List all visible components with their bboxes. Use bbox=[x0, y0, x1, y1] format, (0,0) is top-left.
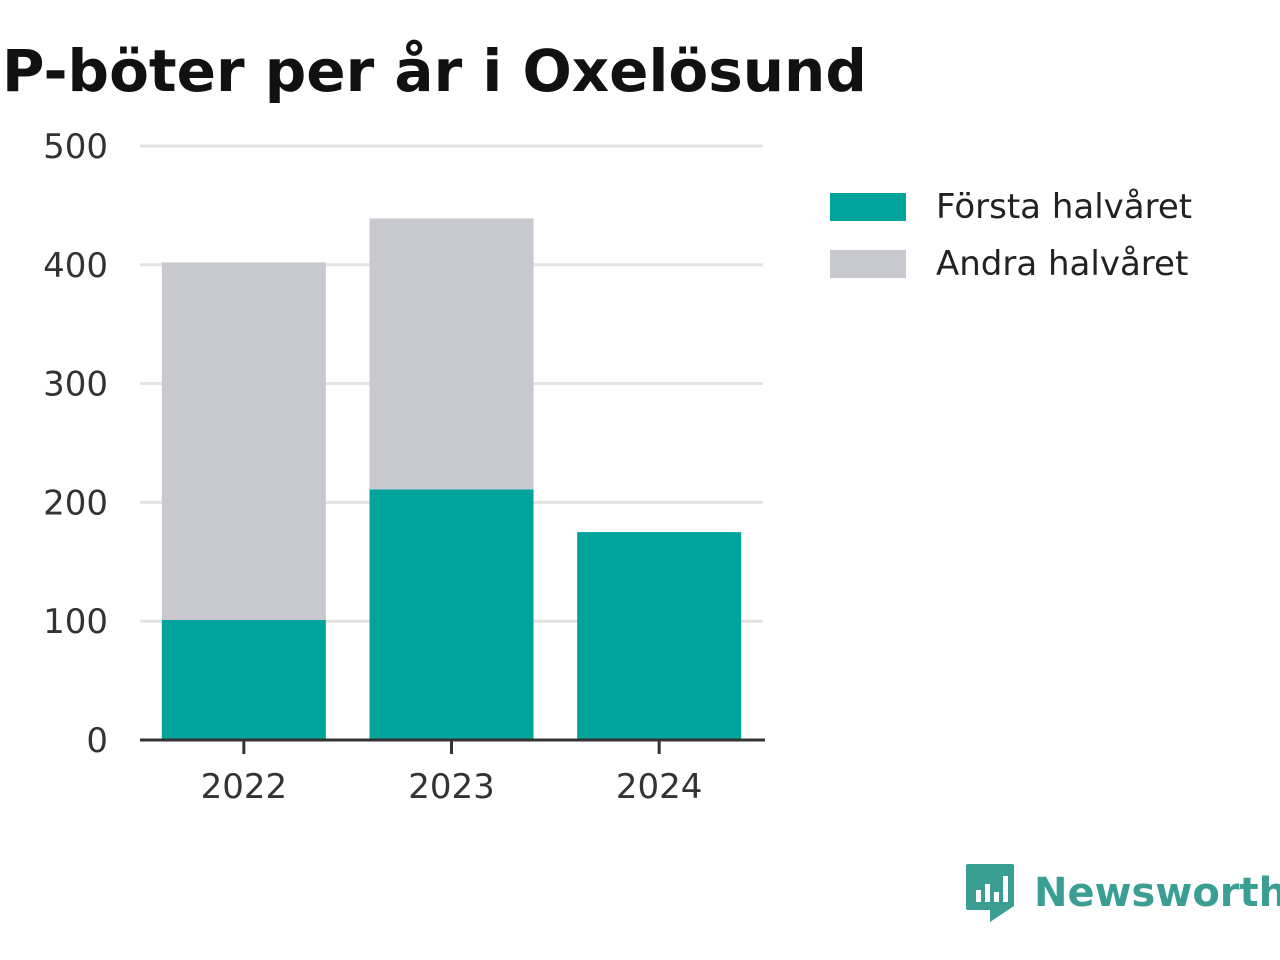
brand-name: Newsworthy bbox=[1034, 870, 1280, 916]
x-tick-label: 2024 bbox=[616, 767, 703, 807]
bar-2024-series-1 bbox=[577, 532, 742, 740]
bars bbox=[161, 218, 742, 740]
newsworthy-logo-icon bbox=[966, 864, 1014, 922]
bar-2022-series-2 bbox=[161, 262, 326, 621]
x-axis-ticks: 2022 2023 2024 bbox=[201, 740, 703, 807]
legend-item-forsta: Första halvåret bbox=[830, 178, 1192, 235]
legend-item-andra: Andra halvåret bbox=[830, 235, 1192, 292]
legend: Första halvåret Andra halvåret bbox=[830, 178, 1192, 292]
brand: Newsworthy bbox=[964, 862, 1280, 924]
x-tick-label: 2022 bbox=[201, 767, 288, 807]
bar-2023-series-1 bbox=[369, 489, 534, 740]
y-tick-label: 500 bbox=[43, 127, 108, 167]
bar-2023-series-2 bbox=[369, 218, 534, 490]
y-tick-label: 400 bbox=[43, 246, 108, 286]
legend-swatch-andra bbox=[830, 249, 906, 278]
legend-label-forsta: Första halvåret bbox=[936, 186, 1193, 227]
y-axis-ticks: 0 100 200 300 400 500 bbox=[43, 127, 108, 761]
y-tick-label: 0 bbox=[86, 721, 108, 761]
chart-title: P-böter per år i Oxelösund bbox=[2, 37, 867, 105]
y-tick-label: 200 bbox=[43, 483, 108, 523]
x-tick-label: 2023 bbox=[408, 767, 495, 807]
bar-2022-series-1 bbox=[161, 620, 326, 740]
y-tick-label: 100 bbox=[43, 602, 108, 642]
legend-swatch-forsta bbox=[830, 192, 906, 221]
legend-label-andra: Andra halvåret bbox=[936, 243, 1189, 284]
y-tick-label: 300 bbox=[43, 365, 108, 405]
